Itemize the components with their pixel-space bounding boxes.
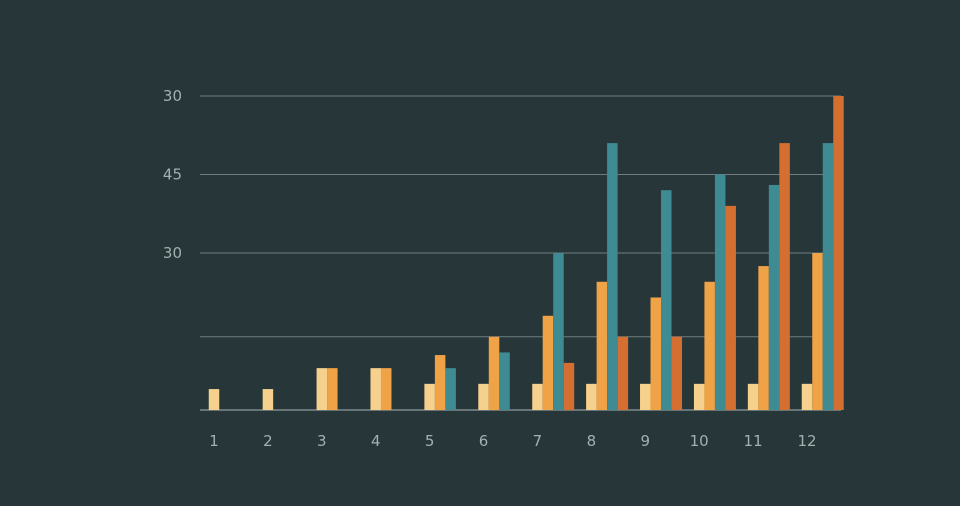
- bar-series-1-cat-11: [747, 383, 759, 410]
- x-tick-label: 1: [209, 432, 219, 450]
- bar-series-4-cat-10: [725, 205, 736, 410]
- bar-series-3-cat-12: [822, 143, 834, 410]
- bar-series-3-cat-6: [499, 352, 510, 410]
- bar-series-2-cat-12: [812, 253, 823, 410]
- bar-series-2-cat-11: [758, 266, 769, 410]
- bar-series-2-cat-6: [488, 336, 500, 410]
- gridlines: [200, 95, 841, 411]
- bar-series-2-cat-9: [650, 297, 662, 410]
- bar-series-2-cat-3: [327, 368, 338, 410]
- x-tick-label: 3: [317, 432, 327, 450]
- x-tick-label: 2: [263, 432, 273, 450]
- bar-series-2-cat-10: [704, 281, 715, 410]
- x-tick-label: 4: [371, 432, 381, 450]
- x-tick-label: 12: [797, 432, 816, 450]
- x-tick-labels: 1 2 3 4 5 6 7 8 9 10 11 12: [209, 432, 816, 450]
- bar-series-4-cat-11: [779, 143, 790, 410]
- x-tick-label: 5: [425, 432, 435, 450]
- x-tick-label: 10: [690, 432, 709, 450]
- x-tick-label: 7: [533, 432, 543, 450]
- bar-series-1-cat-7: [532, 383, 543, 410]
- bar-series-3-cat-10: [714, 174, 726, 410]
- bar-series-2-cat-8: [596, 281, 608, 410]
- bar-series-1-cat-5: [424, 383, 435, 410]
- x-tick-label: 11: [744, 432, 763, 450]
- bar-series-4-cat-12: [833, 96, 844, 410]
- bar-series-1-cat-2: [262, 389, 274, 410]
- bar-series-1-cat-12: [801, 383, 813, 410]
- x-tick-label: 8: [587, 432, 597, 450]
- bar-series-1-cat-1: [208, 389, 220, 410]
- x-tick-label: 9: [640, 432, 650, 450]
- bar-series-1-cat-10: [693, 383, 705, 410]
- x-tick-label: 6: [479, 432, 489, 450]
- y-tick-label: 30: [163, 87, 182, 105]
- bars: [208, 96, 844, 410]
- bar-series-1-cat-4: [370, 368, 381, 410]
- bar-series-1-cat-3: [316, 368, 328, 410]
- bar-series-4-cat-9: [671, 336, 683, 410]
- y-tick-labels: 30 45 30: [163, 87, 182, 262]
- bar-series-1-cat-8: [586, 383, 597, 410]
- bar-series-1-cat-6: [478, 383, 489, 410]
- bar-series-4-cat-7: [563, 362, 575, 410]
- bar-series-3-cat-5: [445, 368, 456, 410]
- bar-series-3-cat-9: [661, 190, 672, 410]
- bar-series-4-cat-8: [617, 336, 629, 410]
- y-tick-label: 45: [163, 166, 182, 184]
- bar-series-2-cat-4: [380, 368, 392, 410]
- bar-series-2-cat-5: [434, 355, 446, 410]
- bar-series-3-cat-8: [607, 143, 618, 410]
- bar-series-1-cat-9: [640, 383, 651, 410]
- y-tick-label: 30: [163, 244, 182, 262]
- bar-series-3-cat-11: [768, 184, 780, 410]
- bar-series-3-cat-7: [553, 253, 564, 410]
- bar-series-2-cat-7: [542, 315, 554, 410]
